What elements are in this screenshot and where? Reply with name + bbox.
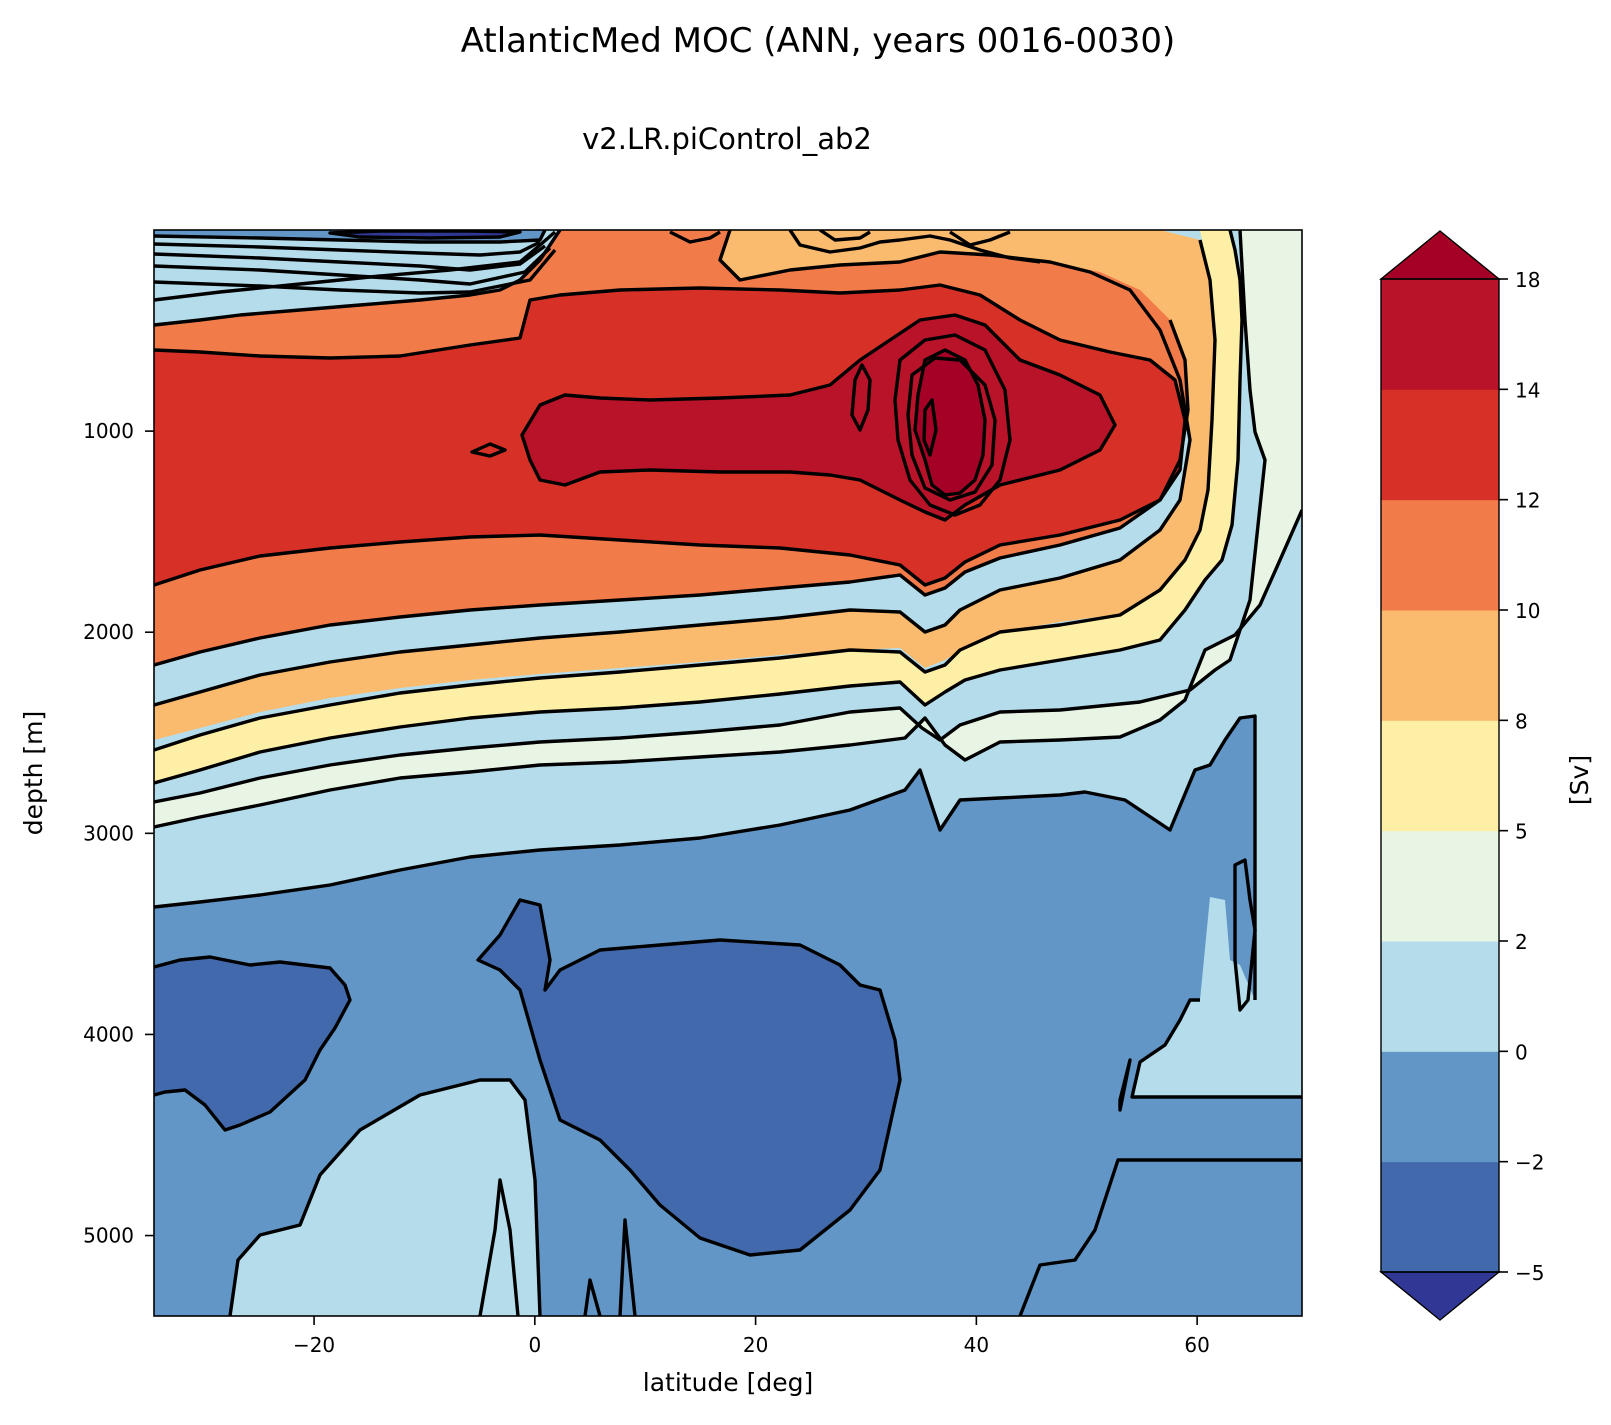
colorbar-extend-over [1379,230,1501,280]
y-axis-label: depth [m] [19,711,48,836]
colorbar-label: [Sv] [1565,755,1594,805]
colorbar-tick-label: 18 [1515,268,1540,292]
y-tick-label: 4000 [83,1022,134,1046]
contour-line-surface-core [328,230,522,240]
contour-line-0 [154,714,1257,1000]
contour-line-surface-4 [154,246,552,286]
contour-line-17-small-b [922,398,938,457]
colorbar-tick-label: −2 [1515,1151,1544,1175]
contour-line-0-e [478,1178,520,1316]
y-tick-label: 3000 [83,821,134,845]
contour-line-north-3 [669,230,721,244]
contour-line-11 [154,230,557,302]
contour-line-neg2-east [476,898,902,1257]
x-tick-label: 60 [1184,1333,1209,1357]
contour-line-0-h [1233,858,1257,1012]
colorbar-band [1381,610,1499,721]
contour-line-0-d [228,1078,542,1316]
x-axis-label: latitude [deg] [643,1368,813,1397]
contour-line-0-c [1018,1158,1302,1316]
contour-line-north-1 [788,230,1041,264]
colorbar-band [1381,499,1499,611]
contour-line-18 [913,348,987,497]
y-axis-ticks: 1000 2000 3000 4000 5000 [83,419,154,1248]
contour-line-17-small [850,363,872,432]
colorbar-tick-label: 5 [1515,820,1528,844]
colorbar-band [1381,720,1499,832]
colorbar-tick-label: 2 [1515,930,1528,954]
y-tick-label: 5000 [83,1224,134,1248]
contour-line-surface-3 [154,244,546,272]
contour-lines [154,230,1302,1316]
contour-line-12 [154,283,1187,587]
contour-line-0-b [1130,998,1302,1099]
colorbar-tick-label: 12 [1515,489,1540,513]
contour-line-3 [154,230,1267,804]
colorbar: −5 −2 0 2 5 8 10 12 14 18 [1379,230,1544,1321]
chart-title: AtlanticMed MOC (ANN, years 0016-0030) [461,21,1176,61]
colorbar-band [1381,279,1499,390]
x-tick-label: 0 [528,1333,541,1357]
colorbar-band [1381,389,1499,501]
band-neg5-neg2-east [478,900,900,1255]
contour-line-5 [154,230,1244,785]
contour-line-14 [520,313,1117,522]
band-0-2-southern-lobe [230,1080,540,1316]
contour-line-9 [154,319,1190,667]
x-tick-label: 40 [964,1333,989,1357]
colorbar-frame [1380,278,1500,1273]
chart-subtitle: v2.LR.piControl_ab2 [582,122,872,156]
colorbar-tick-label: 10 [1515,599,1540,623]
colorbar-tick-label: 8 [1515,709,1528,733]
contour-line-surface-1 [154,230,547,244]
colorbar-tick-label: 0 [1515,1040,1528,1064]
contour-line-2 [154,509,1302,829]
band-neg5-neg2-west [154,957,350,1130]
contour-line-north-2 [819,230,871,242]
contour-line-16 [906,356,997,502]
x-tick-label: 20 [743,1333,768,1357]
contour-line-deep-east [1118,1058,1132,1112]
colorbar-tick-label: 14 [1515,378,1540,402]
y-tick-label: 1000 [83,419,134,443]
contour-line-surface-2 [154,240,541,257]
colorbar-band [1381,830,1499,942]
x-axis-ticks: −20 0 20 40 60 [293,1316,1210,1357]
contour-line-13-blob [470,442,507,458]
contour-line-8 [154,230,1192,707]
band-5-8 [154,230,1242,783]
colorbar-extend-under [1379,1271,1501,1321]
contour-line-neg2-west [154,955,352,1132]
contour-line-north-4 [949,230,1011,247]
contour-line-6 [154,239,1217,752]
contour-line-0-f [583,1278,602,1316]
contour-line-15 [893,333,1012,517]
colorbar-band [1381,1051,1499,1163]
contour-line-10 [154,230,562,327]
contour-line-surface-5 [154,248,557,295]
colorbar-band [1381,941,1499,1052]
colorbar-tick-label: −5 [1515,1261,1544,1285]
colorbar-band [1381,1161,1499,1273]
band-over-18 [915,350,985,495]
x-tick-label: −20 [293,1333,335,1357]
plot-frame [153,229,1303,1317]
y-tick-label: 2000 [83,620,134,644]
contour-field [154,230,1302,1316]
band-8-10 [154,230,1215,740]
contour-line-0-g [618,1218,637,1316]
